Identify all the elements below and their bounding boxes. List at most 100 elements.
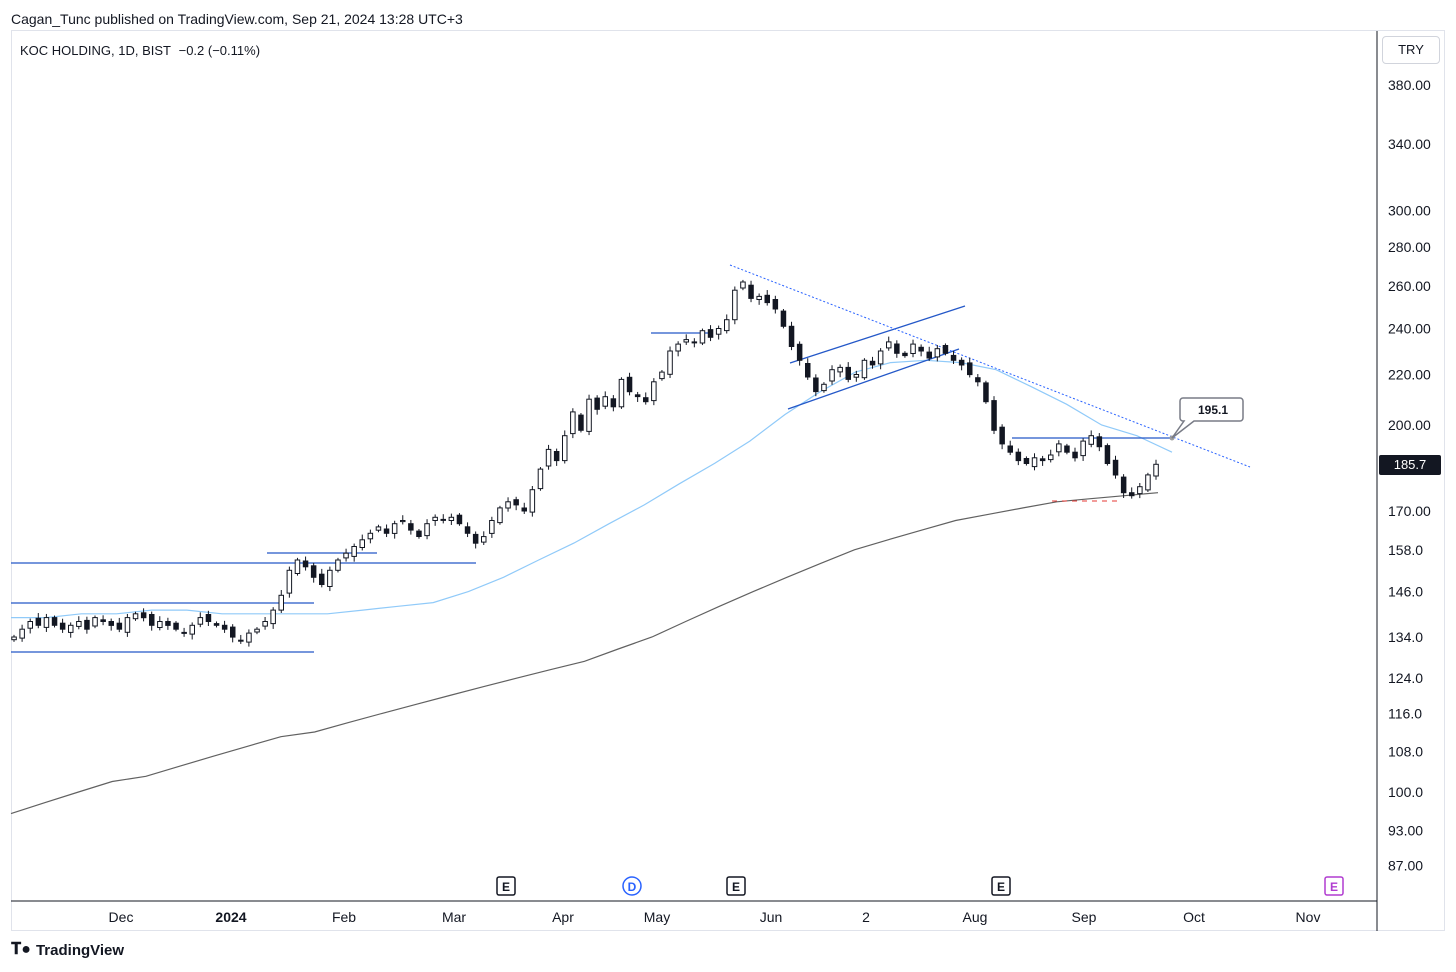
candle [788, 321, 795, 351]
x-tick-label: May [644, 909, 670, 925]
candle [529, 485, 536, 517]
candle [1064, 443, 1070, 455]
currency-button[interactable]: TRY [1382, 36, 1440, 64]
candle [359, 534, 365, 551]
candle [165, 617, 171, 630]
y-tick-label: 158.0 [1388, 542, 1423, 558]
candle [699, 328, 706, 346]
candle [59, 618, 66, 633]
event-marker[interactable]: E [726, 876, 746, 896]
candle [157, 616, 163, 631]
ma-fast-line [11, 359, 1173, 619]
candle [1080, 438, 1086, 461]
candle [197, 612, 204, 628]
candle [740, 279, 746, 291]
y-tick-label: 220.00 [1388, 367, 1431, 383]
event-marker-label: D [628, 880, 637, 894]
candle [505, 497, 511, 512]
candle [586, 394, 592, 436]
candle [1112, 455, 1119, 479]
candle [173, 621, 179, 632]
candle [513, 496, 519, 511]
x-tick-label: Dec [109, 909, 134, 925]
channel-upper-line [789, 305, 966, 364]
candle [853, 370, 860, 382]
candle [553, 448, 560, 466]
candle [278, 590, 284, 613]
candle [43, 613, 50, 632]
candle [343, 548, 349, 562]
candle [51, 615, 58, 628]
candle [926, 346, 932, 361]
candle [1153, 459, 1159, 480]
candle [108, 618, 114, 631]
candle [84, 616, 90, 634]
candle [448, 513, 455, 525]
candle [124, 613, 131, 637]
candle [27, 618, 33, 634]
price-axis: 380.00 340.00 300.00 280.00 260.00 240.00 220.… [1388, 77, 1431, 874]
candle [1129, 487, 1135, 499]
x-tick-label: Feb [332, 909, 356, 925]
candle [829, 365, 835, 385]
candle [391, 520, 398, 539]
event-marker-label: E [502, 880, 510, 894]
candle [805, 358, 811, 380]
candle [724, 314, 730, 334]
candle [1096, 433, 1103, 452]
candle [416, 529, 422, 539]
y-tick-label: 124.0 [1388, 670, 1423, 686]
chart-frame [11, 30, 1445, 931]
candle [100, 615, 106, 626]
candles [11, 279, 1159, 647]
candle [578, 412, 584, 433]
candle [877, 348, 884, 370]
candle [310, 562, 317, 583]
candle [626, 372, 633, 396]
event-marker[interactable]: E [496, 876, 516, 896]
x-tick-label: 2024 [215, 909, 246, 925]
event-marker[interactable]: D [622, 876, 642, 896]
candle [732, 286, 738, 325]
candle [1145, 472, 1151, 493]
candle [327, 566, 333, 592]
candle [246, 629, 252, 647]
x-tick-label: Oct [1183, 909, 1205, 925]
candle [481, 531, 487, 546]
candle [1104, 443, 1111, 466]
symbol-name: KOC HOLDING, 1D, BIST [20, 43, 171, 58]
candle [748, 280, 754, 303]
candle [383, 524, 390, 538]
x-tick-label: Sep [1072, 909, 1097, 925]
candle [375, 524, 382, 533]
y-tick-label: 240.00 [1388, 320, 1431, 336]
candle [602, 391, 608, 410]
candle [497, 505, 503, 525]
candle [967, 357, 973, 378]
callout-label: 195.1 [1198, 403, 1228, 417]
candle [35, 613, 42, 629]
symbol-legend: KOC HOLDING, 1D, BIST −0.2 (−0.11%) [20, 43, 264, 58]
time-axis: Dec 2024 Feb Mar Apr May Jun 2 Aug Sep Oct Nov [109, 909, 1321, 925]
candle [861, 358, 868, 380]
event-marker-label: E [1330, 880, 1338, 894]
candle [934, 345, 941, 362]
candle [942, 343, 949, 356]
candle [254, 627, 260, 635]
event-marker[interactable]: E [991, 876, 1011, 896]
publisher-header: Cagan_Tunc published on TradingView.com,… [11, 11, 463, 27]
candle [618, 377, 625, 409]
candle [149, 611, 155, 631]
candle [213, 621, 220, 628]
candle [205, 610, 212, 626]
candle [869, 356, 876, 369]
candle [659, 370, 665, 381]
event-marker[interactable]: E [1324, 876, 1344, 896]
event-marker-label: E [997, 880, 1005, 894]
x-tick-label: 2 [862, 909, 870, 925]
x-tick-label: Mar [442, 909, 466, 925]
candle [351, 543, 357, 562]
candle [132, 611, 139, 621]
